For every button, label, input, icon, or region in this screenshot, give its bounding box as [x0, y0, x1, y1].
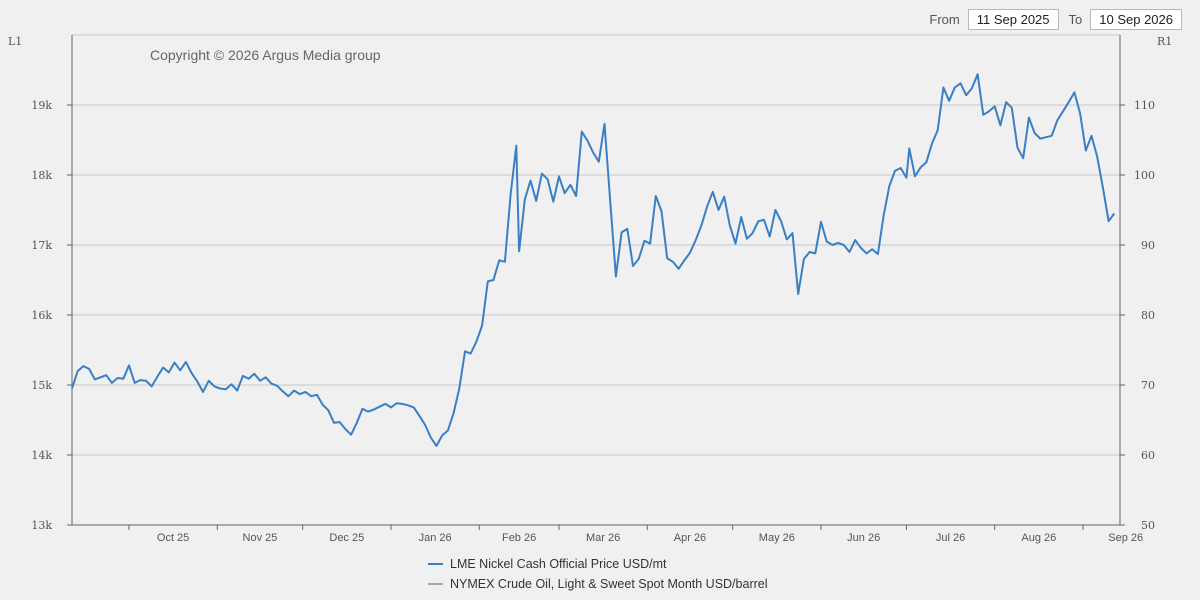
legend-label-nickel: LME Nickel Cash Official Price USD/mt — [450, 557, 667, 571]
legend-item-crude[interactable]: NYMEX Crude Oil, Light & Sweet Spot Mont… — [428, 574, 768, 594]
date-range: From 11 Sep 2025 To 10 Sep 2026 — [929, 9, 1182, 30]
right-tick-label: 80 — [1141, 309, 1155, 322]
left-tick-label: 16k — [31, 309, 52, 322]
x-tick-label: Apr 26 — [674, 532, 706, 544]
legend-label-crude: NYMEX Crude Oil, Light & Sweet Spot Mont… — [450, 577, 768, 591]
left-tick-label: 13k — [31, 519, 52, 532]
x-tick-label: Jun 26 — [847, 532, 880, 544]
x-tick-label: May 26 — [759, 532, 795, 544]
copyright-text: Copyright © 2026 Argus Media group — [150, 47, 381, 63]
right-tick-label: 90 — [1141, 239, 1155, 252]
left-axis-title: L1 — [8, 35, 22, 48]
x-tick-label: Nov 25 — [243, 532, 278, 544]
right-tick-label: 110 — [1134, 99, 1155, 112]
x-tick-label: Dec 25 — [329, 532, 364, 544]
x-tick-label: Jan 26 — [419, 532, 452, 544]
right-tick-label: 60 — [1141, 449, 1155, 462]
x-tick-label: Sep 26 — [1108, 532, 1143, 544]
from-date-input[interactable]: 11 Sep 2025 — [967, 9, 1059, 30]
x-tick-label: Jul 26 — [936, 532, 965, 544]
to-date-input[interactable]: 10 Sep 2026 — [1090, 9, 1182, 30]
series-line-nickel — [71, 73, 1116, 447]
right-axis-title: R1 — [1157, 35, 1172, 48]
x-tick-label: Feb 26 — [502, 532, 536, 544]
from-label: From — [929, 12, 960, 27]
left-tick-label: 17k — [31, 239, 52, 252]
legend: LME Nickel Cash Official Price USD/mt NY… — [428, 554, 768, 594]
x-tick-label: Mar 26 — [586, 532, 620, 544]
right-tick-label: 50 — [1141, 519, 1155, 532]
left-tick-label: 19k — [31, 99, 52, 112]
to-label: To — [1068, 12, 1083, 27]
x-tick-label: Oct 25 — [157, 532, 189, 544]
x-tick-label: Aug 26 — [1021, 532, 1056, 544]
left-tick-label: 18k — [31, 169, 52, 182]
right-tick-label: 100 — [1134, 169, 1155, 182]
legend-swatch-crude — [428, 583, 443, 585]
right-tick-label: 70 — [1141, 379, 1155, 392]
left-tick-label: 14k — [31, 449, 52, 462]
legend-item-nickel[interactable]: LME Nickel Cash Official Price USD/mt — [428, 554, 768, 574]
left-tick-label: 15k — [31, 379, 52, 392]
legend-swatch-nickel — [428, 563, 443, 565]
